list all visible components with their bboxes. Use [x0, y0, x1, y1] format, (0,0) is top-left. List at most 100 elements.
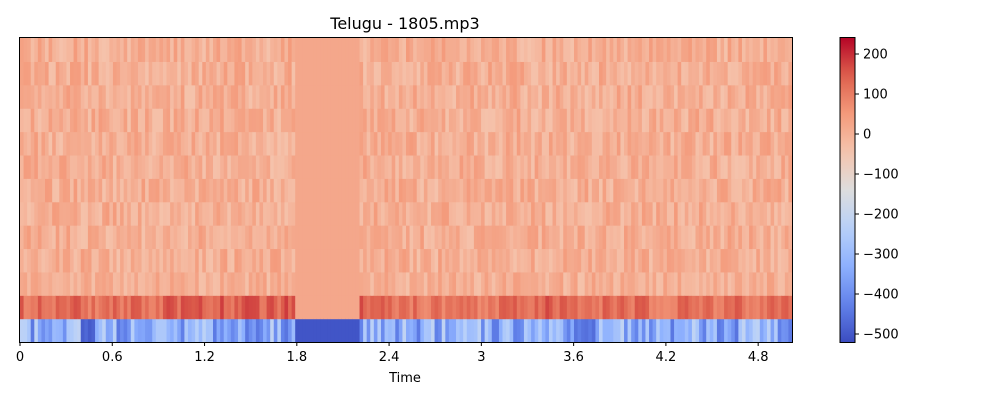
- heatmap-cell: [20, 201, 25, 226]
- heatmap-cell: [463, 38, 468, 62]
- heatmap-cell: [656, 131, 661, 156]
- heatmap-cell: [488, 201, 493, 226]
- heatmap-cell: [227, 108, 232, 133]
- heatmap-cell: [159, 84, 164, 109]
- heatmap-cell: [120, 248, 125, 273]
- heatmap-cell: [355, 201, 361, 226]
- heatmap-cell: [352, 248, 357, 273]
- heatmap-cell: [270, 225, 275, 250]
- heatmap-cell: [341, 295, 346, 320]
- heatmap-cell: [423, 201, 429, 226]
- heatmap-cell: [259, 108, 264, 133]
- heatmap-cell: [763, 271, 768, 296]
- heatmap-cell: [702, 271, 707, 296]
- heatmap-cell: [581, 38, 586, 62]
- heatmap-cell: [345, 295, 350, 320]
- heatmap-cell: [380, 295, 386, 320]
- heatmap-cell: [152, 225, 157, 250]
- heatmap-cell: [273, 178, 278, 203]
- heatmap-cell: [198, 201, 203, 226]
- heatmap-cell: [398, 248, 404, 273]
- heatmap-cell: [52, 178, 57, 203]
- heatmap-cell: [759, 38, 764, 62]
- heatmap-cell: [198, 248, 203, 273]
- heatmap-cell: [198, 84, 203, 109]
- heatmap-cell: [745, 318, 750, 343]
- heatmap-cell: [59, 225, 64, 250]
- heatmap-cell: [202, 248, 207, 273]
- heatmap-cell: [681, 248, 686, 273]
- heatmap-cell: [391, 61, 396, 86]
- heatmap-cell: [338, 178, 343, 203]
- heatmap-cell: [187, 38, 193, 62]
- heatmap-cell: [323, 178, 328, 203]
- heatmap-cell: [363, 108, 368, 133]
- heatmap-cell: [323, 84, 328, 109]
- heatmap-cell: [681, 154, 686, 179]
- heatmap-cell: [230, 131, 236, 156]
- heatmap-cell: [291, 178, 296, 203]
- heatmap-cell: [295, 295, 300, 320]
- heatmap-cell: [484, 38, 489, 62]
- heatmap-cell: [695, 225, 700, 250]
- heatmap-cell: [720, 318, 725, 343]
- heatmap-cell: [591, 318, 597, 343]
- heatmap-cell: [366, 225, 371, 250]
- heatmap-cell: [741, 84, 747, 109]
- heatmap-cell: [527, 295, 532, 320]
- heatmap-cell: [438, 178, 443, 203]
- heatmap-cell: [556, 178, 561, 203]
- heatmap-cell: [456, 318, 461, 343]
- heatmap-cell: [506, 248, 511, 273]
- heatmap-cell: [595, 61, 600, 86]
- heatmap-cell: [699, 84, 704, 109]
- heatmap-cell: [566, 61, 571, 86]
- heatmap-cell: [173, 38, 178, 62]
- heatmap-cell: [280, 295, 286, 320]
- heatmap-cell: [506, 131, 511, 156]
- heatmap-cell: [388, 318, 393, 343]
- heatmap-cell: [102, 201, 107, 226]
- heatmap-cell: [198, 61, 203, 86]
- heatmap-cell: [406, 61, 411, 86]
- heatmap-cell: [291, 84, 296, 109]
- heatmap-cell: [341, 178, 346, 203]
- heatmap-cell: [116, 178, 121, 203]
- heatmap-cell: [581, 178, 586, 203]
- heatmap-cell: [738, 248, 743, 273]
- heatmap-cell: [756, 108, 761, 133]
- heatmap-cell: [663, 295, 668, 320]
- heatmap-cell: [495, 178, 500, 203]
- heatmap-cell: [438, 61, 443, 86]
- heatmap-cell: [273, 271, 278, 296]
- heatmap-cell: [502, 131, 507, 156]
- heatmap-cell: [202, 154, 207, 179]
- heatmap-cell: [584, 201, 589, 226]
- heatmap-cell: [720, 248, 725, 273]
- heatmap-cell: [595, 38, 600, 62]
- heatmap-cell: [606, 318, 611, 343]
- heatmap-cell: [624, 84, 629, 109]
- heatmap-cell: [759, 154, 764, 179]
- heatmap-cell: [398, 225, 404, 250]
- heatmap-cell: [659, 61, 664, 86]
- heatmap-cell: [452, 108, 457, 133]
- heatmap-cell: [756, 131, 761, 156]
- heatmap-cell: [427, 318, 432, 343]
- heatmap-cell: [341, 154, 346, 179]
- heatmap-cell: [84, 84, 89, 109]
- heatmap-cell: [37, 225, 43, 250]
- heatmap-cell: [338, 271, 343, 296]
- heatmap-cell: [656, 154, 661, 179]
- heatmap-cell: [270, 295, 275, 320]
- heatmap-cell: [241, 295, 246, 320]
- heatmap-cell: [238, 108, 243, 133]
- heatmap-cell: [295, 154, 300, 179]
- heatmap-cell: [406, 318, 411, 343]
- heatmap-cell: [266, 201, 271, 226]
- heatmap-cell: [391, 178, 396, 203]
- heatmap-cell: [513, 271, 518, 296]
- heatmap-cell: [545, 318, 550, 343]
- heatmap-cell: [359, 271, 364, 296]
- heatmap-cell: [320, 201, 325, 226]
